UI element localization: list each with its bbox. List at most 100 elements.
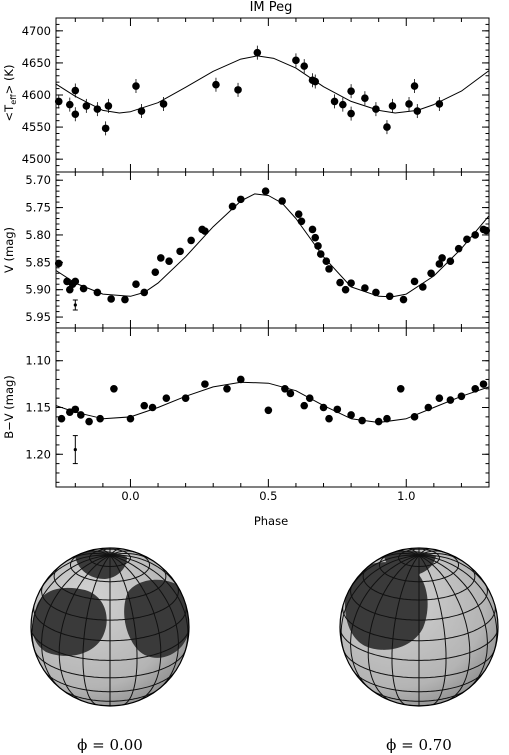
globe-grid-line — [109, 554, 189, 658]
globe-grid-line — [31, 627, 189, 661]
data-point — [278, 197, 286, 205]
data-point — [347, 279, 355, 287]
globe-grid-line — [362, 565, 476, 601]
x-tick-label: 0.5 — [259, 489, 277, 503]
plot-frame-1 — [55, 171, 490, 329]
data-point — [361, 284, 369, 292]
y-axis-label-bv: B−V (mag) — [2, 375, 16, 439]
data-point — [261, 187, 270, 195]
data-point — [385, 292, 394, 301]
data-point — [286, 389, 295, 398]
data-point — [107, 295, 115, 303]
y-tick-label: 5.85 — [25, 255, 51, 269]
data-point — [54, 259, 63, 268]
data-point — [126, 414, 135, 423]
y-tick-label: 4600 — [22, 88, 51, 102]
y-tick-label: 4650 — [22, 56, 51, 70]
y-tick-label: 1.15 — [25, 401, 51, 415]
panel-b-v: B−V (mag) 1.10 1.15 1.20 0.0 0.5 1.0 — [2, 327, 490, 503]
data-point — [236, 375, 245, 384]
globe-grid-line — [367, 554, 420, 702]
data-point — [322, 257, 331, 266]
data-point — [264, 406, 273, 415]
data-point — [419, 283, 427, 291]
y-tick-label: 1.20 — [25, 447, 51, 461]
spot-map-phase-0-70 — [339, 547, 499, 707]
data-point — [281, 384, 289, 393]
globe-grid-line — [109, 554, 179, 691]
globe-grid-line — [340, 627, 498, 661]
globe-grid-line — [82, 555, 111, 706]
data-point — [314, 242, 322, 250]
data-point — [427, 269, 435, 278]
globe-grid-line — [350, 554, 420, 691]
model-curve — [55, 55, 490, 114]
panel-teff: <Teff> (K) 4500 4550 4600 4650 4700 — [2, 17, 490, 173]
globe-grid-line — [31, 554, 111, 658]
data-point — [471, 231, 480, 239]
data-point — [71, 405, 80, 414]
globe-grid-line — [391, 555, 420, 706]
data-point — [140, 288, 149, 297]
globe-grid-line — [340, 554, 420, 658]
data-point — [140, 401, 149, 410]
data-point — [347, 411, 355, 419]
globe-grid-line — [109, 555, 138, 706]
x-tick-label: 0.0 — [121, 489, 139, 503]
data-point — [454, 244, 463, 253]
globe-grid-line — [41, 554, 111, 691]
globe-grid-line — [33, 649, 187, 679]
data-point — [223, 384, 231, 393]
globe-grid-line — [350, 583, 488, 621]
data-point — [325, 414, 333, 423]
data-point — [132, 280, 140, 289]
y-tick-label: 5.90 — [25, 283, 51, 297]
data-point — [333, 405, 342, 414]
data-point — [399, 295, 408, 304]
chart-title: IM Peg — [250, 0, 293, 15]
globe-grid-line — [418, 554, 471, 702]
data-point — [316, 250, 325, 258]
data-point — [157, 254, 165, 262]
data-point — [77, 411, 85, 419]
data-point — [93, 288, 102, 297]
data-point — [438, 254, 446, 262]
data-point — [482, 226, 491, 235]
globe-grid-line — [418, 554, 498, 658]
x-tick-label: 1.0 — [397, 489, 415, 503]
data-point — [325, 265, 333, 273]
data-point — [165, 257, 173, 266]
data-point — [424, 403, 433, 412]
data-point — [336, 278, 344, 287]
data-point — [176, 247, 184, 256]
data-point — [446, 257, 455, 266]
globe-grid-line — [418, 554, 488, 691]
data-point — [446, 396, 455, 404]
data-point — [435, 260, 444, 268]
y-axis-label-teff: <Teff> (K) — [2, 65, 18, 122]
data-point — [383, 414, 391, 423]
data-point — [435, 394, 444, 402]
y-tick-label: 5.75 — [25, 201, 51, 215]
x-axis-label: Phase — [254, 514, 288, 528]
data-point — [121, 295, 129, 304]
y-axis-label-v: V (mag) — [2, 227, 16, 273]
y-tick-label: 5.70 — [25, 173, 51, 187]
globe-grid-line — [418, 555, 447, 706]
y-tick-label: 4550 — [22, 120, 51, 134]
data-point — [79, 284, 88, 293]
data-point — [457, 392, 466, 401]
data-point — [308, 225, 317, 234]
data-point — [358, 416, 366, 425]
data-point — [57, 414, 66, 423]
globe-grid-line — [109, 554, 162, 702]
model-curve — [55, 381, 490, 423]
data-point — [311, 233, 320, 242]
data-point — [463, 235, 471, 244]
data-point — [479, 380, 488, 388]
spot-upper-left — [345, 562, 428, 650]
typical-error-point — [73, 303, 77, 307]
globe-grid-line — [342, 649, 496, 679]
y-tick-label: 4500 — [22, 152, 51, 166]
